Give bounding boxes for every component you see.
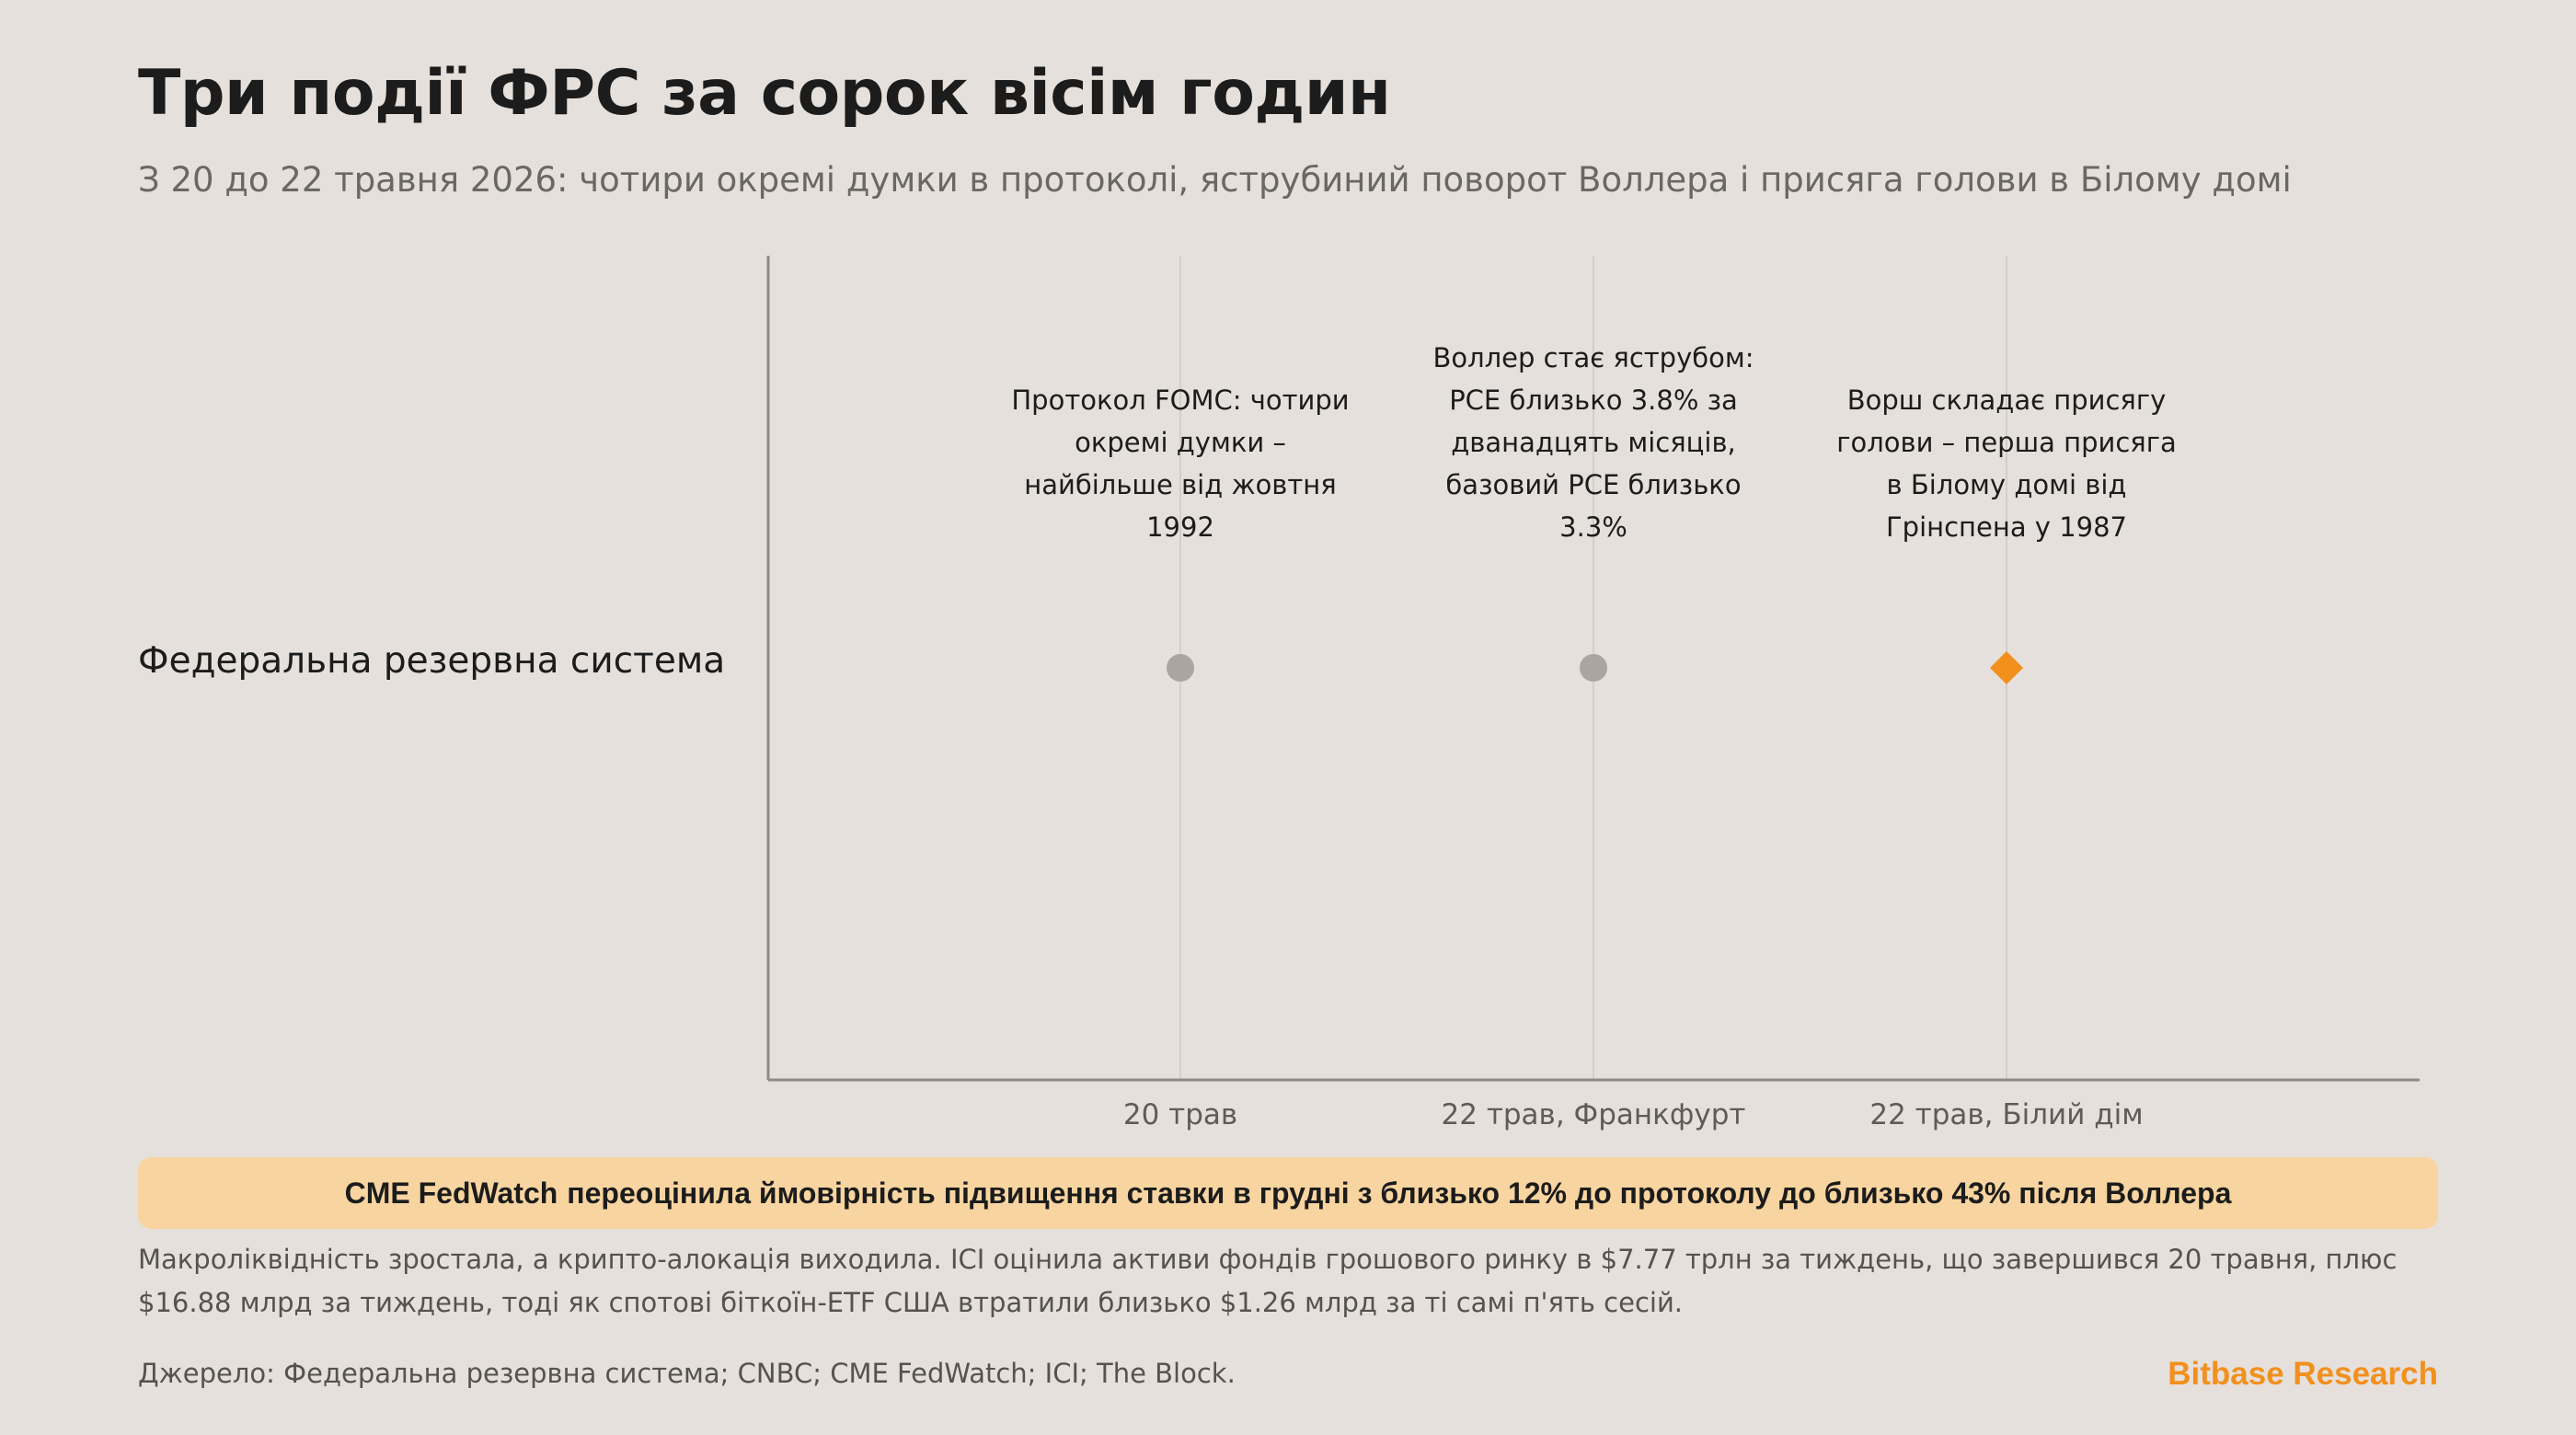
fedwatch-banner: CME FedWatch переоцінила ймовірність під… — [138, 1157, 2438, 1229]
annotation-line: базовий PCE близько — [1445, 469, 1742, 500]
page-subtitle: З 20 до 22 травня 2026: чотири окремі ду… — [138, 160, 2292, 200]
x-tick-label-1: 20 трав — [1123, 1098, 1237, 1131]
banner-brand: CME FedWatch — [344, 1176, 558, 1210]
annotation-line: Грінспена у 1987 — [1886, 511, 2127, 543]
event-annotation-3: Ворш складає присягу голови – перша прися… — [1823, 379, 2191, 548]
annotation-line: 3.3% — [1559, 511, 1627, 543]
row-label-fed: Федеральна резервна система — [138, 640, 726, 682]
annotation-line: найбільше від жовтня — [1024, 469, 1337, 500]
timeline-chart: 20 трав 22 трав, Франкфурт 22 трав, Білий … — [766, 256, 2420, 1131]
event-marker-1 — [1167, 654, 1194, 682]
annotation-line: Ворш складає присягу — [1846, 385, 2167, 416]
x-tick-label-3: 22 трав, Білий дім — [1869, 1098, 2143, 1131]
banner-text: переоцінила ймовірність підвищення ставк… — [567, 1176, 2232, 1210]
annotation-line: 1992 — [1146, 511, 1214, 543]
annotation-line: голови – перша присяга — [1836, 427, 2177, 458]
event-marker-2 — [1580, 654, 1607, 682]
event-annotation-1: Протокол FOMC: чотири окремі думки – найбі… — [996, 379, 1364, 548]
annotation-line: Протокол FOMC: чотири — [1011, 385, 1350, 416]
annotation-line: PCE близько 3.8% за — [1449, 385, 1738, 416]
x-tick-label-2: 22 трав, Франкфурт — [1442, 1098, 1746, 1131]
annotation-line: окремі думки – — [1075, 427, 1286, 458]
event-annotation-2: Воллер стає яструбом: PCE близько 3.8% за… — [1409, 337, 1777, 548]
annotation-line: в Білому домі від — [1886, 469, 2127, 500]
annotation-line: Воллер стає яструбом: — [1432, 342, 1754, 373]
brand-logo: Bitbase Research — [2168, 1356, 2438, 1392]
page-title: Три події ФРС за сорок вісім годин — [138, 57, 1391, 130]
annotation-line: дванадцять місяців, — [1451, 427, 1736, 458]
macro-note: Макроліквідність зростала, а крипто-алок… — [138, 1244, 2398, 1318]
sources-line: Джерело: Федеральна резервна система; CN… — [138, 1358, 1236, 1389]
event-marker-3 — [1990, 651, 2023, 684]
